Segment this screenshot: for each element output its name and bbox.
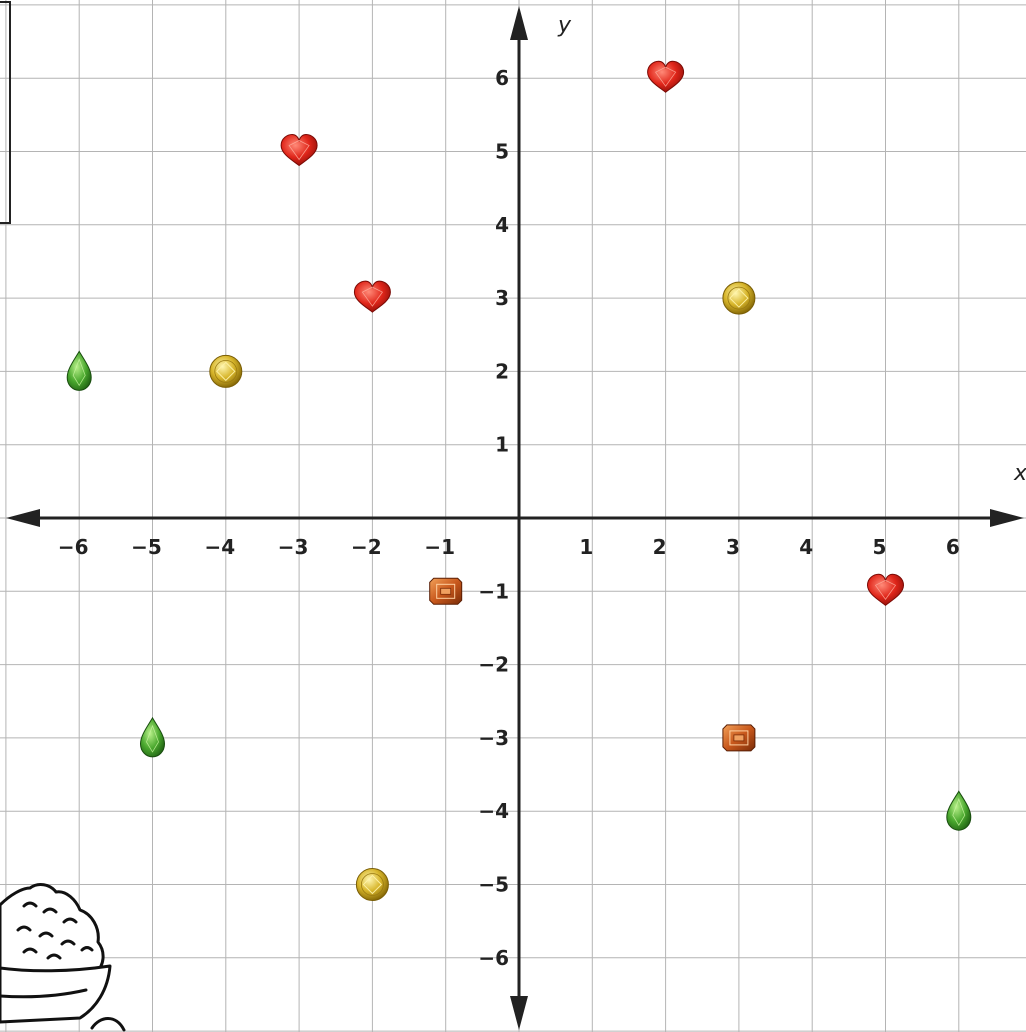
y-tick-label: 2 bbox=[495, 359, 509, 383]
red-heart-gem bbox=[648, 61, 684, 92]
x-axis-arrow-right bbox=[990, 509, 1024, 527]
y-axis-arrow-up bbox=[510, 6, 528, 40]
red-heart-gem bbox=[281, 135, 317, 166]
x-tick-label: −1 bbox=[424, 535, 455, 559]
yellow-round-gem bbox=[210, 355, 242, 387]
x-tick-label: −2 bbox=[351, 535, 382, 559]
y-tick-label: 5 bbox=[495, 140, 509, 164]
y-axis-label: y bbox=[557, 13, 572, 38]
y-tick-label: −2 bbox=[478, 653, 509, 677]
green-teardrop-gem bbox=[947, 791, 971, 830]
x-tick-label: −5 bbox=[131, 535, 162, 559]
yellow-round-gem bbox=[723, 282, 755, 314]
x-tick-label: −6 bbox=[58, 535, 89, 559]
red-heart-gem bbox=[868, 574, 904, 605]
x-tick-label: 2 bbox=[653, 535, 667, 559]
yellow-round-gem bbox=[356, 869, 388, 901]
orange-emerald-cut-gem bbox=[430, 578, 462, 604]
y-tick-label: 3 bbox=[495, 286, 509, 310]
y-tick-label: −6 bbox=[478, 946, 509, 970]
y-tick-label: 6 bbox=[495, 66, 509, 90]
x-tick-label: 4 bbox=[799, 535, 813, 559]
green-teardrop-gem bbox=[141, 718, 165, 757]
x-tick-label: 1 bbox=[579, 535, 593, 559]
top-left-frame bbox=[0, 2, 10, 223]
x-tick-label: 3 bbox=[726, 535, 740, 559]
pinecone-in-basket-icon bbox=[0, 885, 124, 1030]
x-tick-label: 6 bbox=[946, 535, 960, 559]
x-tick-label: −3 bbox=[278, 535, 309, 559]
y-tick-label: −5 bbox=[478, 873, 509, 897]
y-axis-arrow-down bbox=[510, 996, 528, 1030]
y-tick-label: 4 bbox=[495, 213, 509, 237]
y-tick-label: −3 bbox=[478, 726, 509, 750]
y-tick-label: 1 bbox=[495, 433, 509, 457]
y-tick-label: −1 bbox=[478, 579, 509, 603]
y-tick-label: −4 bbox=[478, 799, 509, 823]
axes bbox=[6, 6, 1024, 1030]
x-tick-label: −4 bbox=[204, 535, 235, 559]
x-tick-label: 5 bbox=[873, 535, 887, 559]
x-axis-label: x bbox=[1013, 461, 1026, 486]
orange-emerald-cut-gem bbox=[723, 725, 755, 751]
green-teardrop-gem bbox=[67, 351, 91, 390]
red-heart-gem bbox=[354, 281, 390, 312]
x-axis-arrow-left bbox=[6, 509, 40, 527]
